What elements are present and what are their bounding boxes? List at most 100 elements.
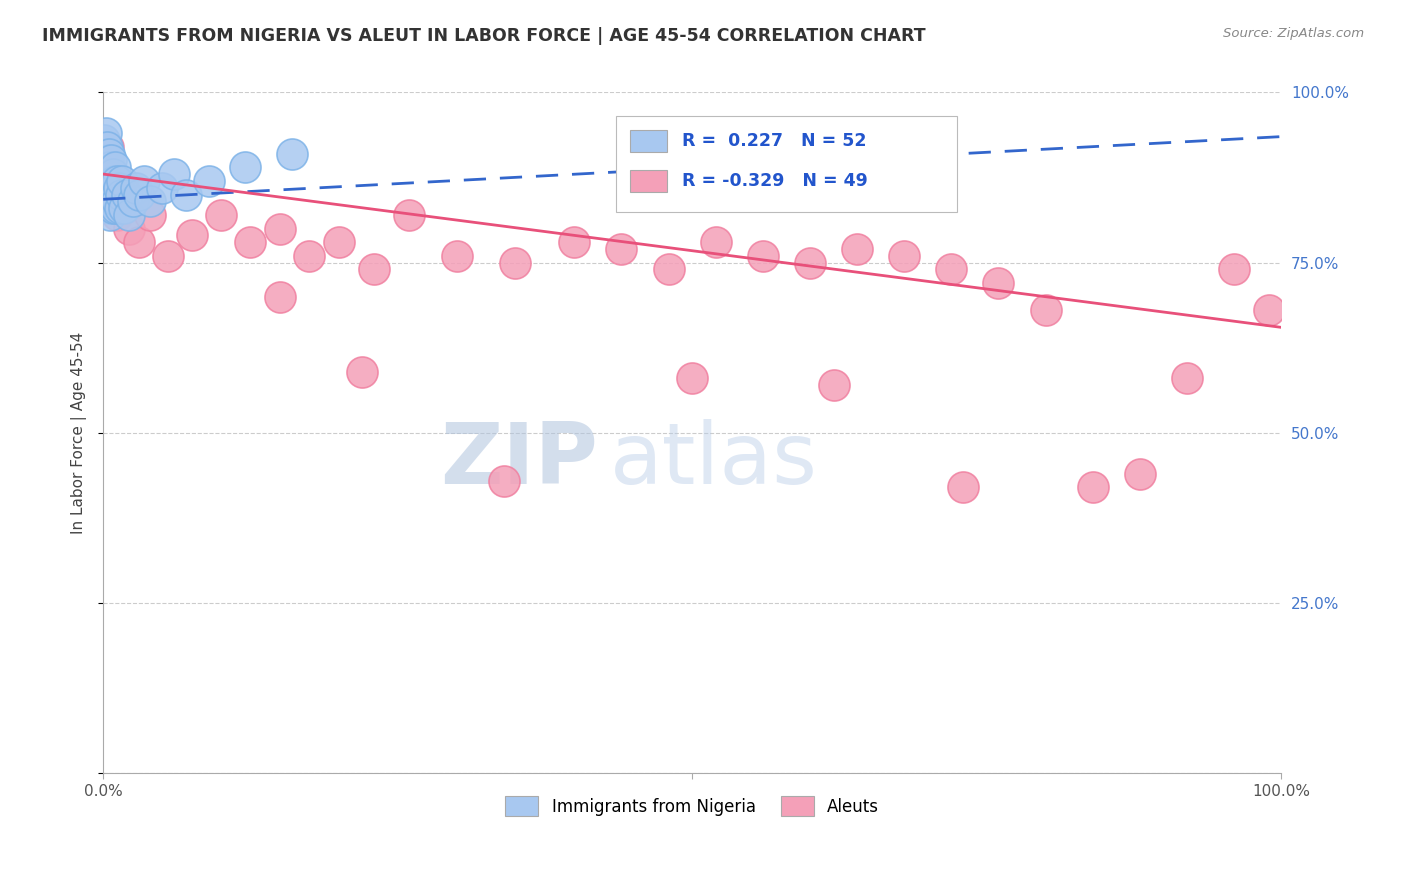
Point <box>108 201 131 215</box>
FancyBboxPatch shape <box>616 116 957 211</box>
Point <box>98 187 121 202</box>
Point <box>128 187 150 202</box>
Point <box>118 221 141 235</box>
Point <box>1129 467 1152 481</box>
Point <box>96 180 118 194</box>
Point <box>209 208 232 222</box>
Point <box>352 365 374 379</box>
Point <box>846 242 869 256</box>
Point <box>100 194 122 209</box>
Point <box>987 276 1010 290</box>
Point <box>823 378 845 392</box>
Bar <box>630 170 668 192</box>
Point <box>105 194 128 209</box>
Point <box>398 208 420 222</box>
Point <box>446 249 468 263</box>
Point <box>121 194 143 209</box>
Point <box>233 161 256 175</box>
Point <box>105 201 128 215</box>
Point <box>1081 480 1104 494</box>
Text: atlas: atlas <box>610 418 818 501</box>
Point <box>681 371 703 385</box>
Point <box>101 167 124 181</box>
Point <box>893 249 915 263</box>
Point <box>111 174 134 188</box>
Point <box>94 187 117 202</box>
Point <box>128 235 150 250</box>
Point <box>98 161 121 175</box>
Text: IMMIGRANTS FROM NIGERIA VS ALEUT IN LABOR FORCE | AGE 45-54 CORRELATION CHART: IMMIGRANTS FROM NIGERIA VS ALEUT IN LABO… <box>42 27 925 45</box>
Point <box>163 167 186 181</box>
Point <box>112 201 135 215</box>
Point <box>96 167 118 181</box>
Point <box>97 140 120 154</box>
Point <box>505 255 527 269</box>
Point <box>110 187 132 202</box>
Point <box>110 187 132 202</box>
Point <box>104 194 127 209</box>
Point <box>1175 371 1198 385</box>
Point <box>97 174 120 188</box>
Point <box>704 235 727 250</box>
Point <box>93 133 115 147</box>
Point <box>139 208 162 222</box>
Point <box>105 208 128 222</box>
Point <box>280 146 302 161</box>
Point <box>752 249 775 263</box>
Point <box>98 174 121 188</box>
Point <box>118 208 141 222</box>
Point <box>139 194 162 209</box>
Text: R = -0.329   N = 49: R = -0.329 N = 49 <box>682 172 868 190</box>
Point <box>96 140 118 154</box>
Point <box>1223 262 1246 277</box>
Point <box>1258 303 1281 318</box>
Y-axis label: In Labor Force | Age 45-54: In Labor Force | Age 45-54 <box>72 332 87 534</box>
Point <box>103 174 125 188</box>
Point <box>658 262 681 277</box>
Point <box>952 480 974 494</box>
Point <box>103 187 125 202</box>
Point <box>97 194 120 209</box>
Text: Source: ZipAtlas.com: Source: ZipAtlas.com <box>1223 27 1364 40</box>
Text: R =  0.227   N = 52: R = 0.227 N = 52 <box>682 132 866 150</box>
Text: ZIP: ZIP <box>440 418 598 501</box>
Point <box>105 174 128 188</box>
Point <box>180 228 202 243</box>
Legend: Immigrants from Nigeria, Aleuts: Immigrants from Nigeria, Aleuts <box>498 789 886 823</box>
Point <box>1035 303 1057 318</box>
Point <box>134 174 156 188</box>
Point <box>93 174 115 188</box>
Point <box>104 161 127 175</box>
Point <box>125 180 148 194</box>
Point <box>112 201 135 215</box>
Point <box>104 180 127 194</box>
Point <box>98 146 121 161</box>
Point <box>98 208 121 222</box>
Point <box>94 126 117 140</box>
Point <box>174 187 197 202</box>
Point <box>100 153 122 168</box>
Point <box>363 262 385 277</box>
Point <box>98 180 121 194</box>
Point <box>269 221 291 235</box>
Point <box>97 153 120 168</box>
Point <box>100 167 122 181</box>
Point <box>150 180 173 194</box>
Point <box>97 187 120 202</box>
Point <box>328 235 350 250</box>
Point <box>103 201 125 215</box>
Point <box>105 187 128 202</box>
Point <box>94 161 117 175</box>
Point <box>198 174 221 188</box>
Point <box>156 249 179 263</box>
Point <box>93 153 115 168</box>
Point <box>98 167 121 181</box>
Point <box>115 187 138 202</box>
Point <box>94 146 117 161</box>
Point <box>239 235 262 250</box>
Point <box>100 174 122 188</box>
Point <box>107 180 129 194</box>
Point <box>799 255 821 269</box>
Point <box>564 235 586 250</box>
Point <box>492 474 515 488</box>
